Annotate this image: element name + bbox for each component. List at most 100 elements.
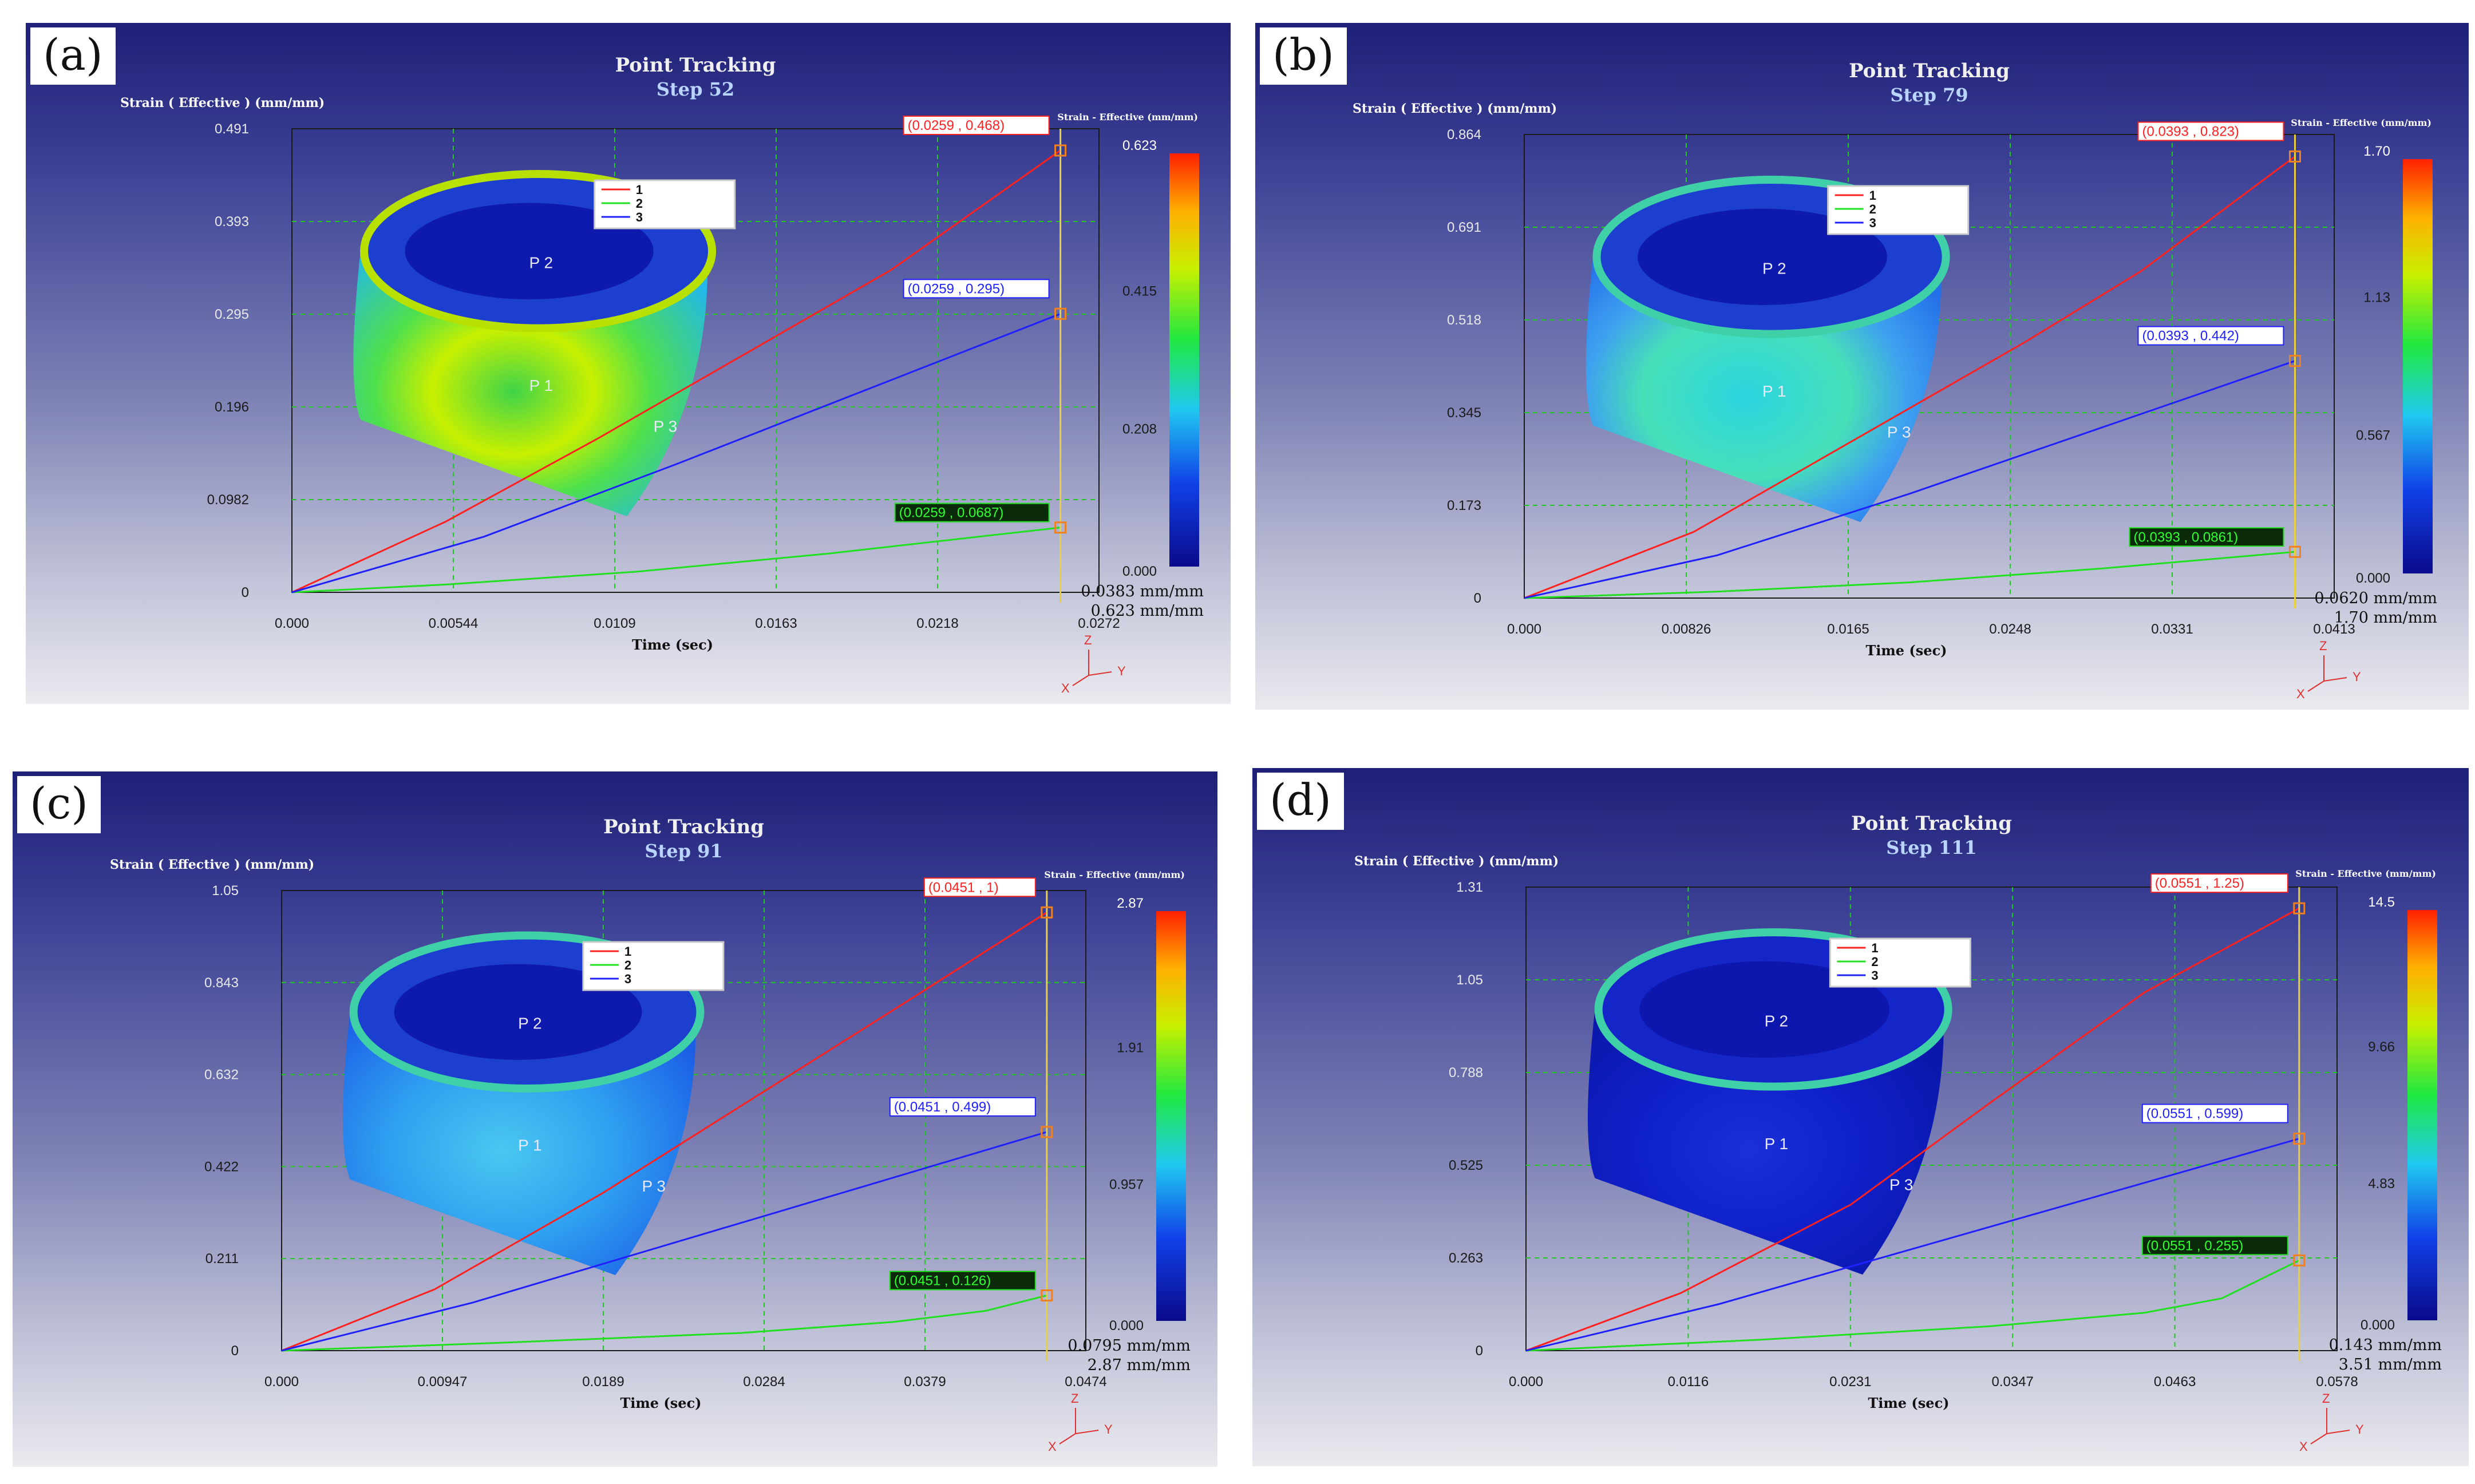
legend-label: 2 <box>1871 955 1878 969</box>
end-marker <box>2293 902 2306 915</box>
colorbar-tick-label: 9.66 <box>2368 1039 2395 1055</box>
colorbar-tick-label: 1.70 <box>2363 144 2390 159</box>
chart-panel-c: Point Tracking Step 91 Strain ( Effective … <box>13 771 1217 1467</box>
x-axis-label: Time (sec) <box>1865 642 1947 659</box>
value-label-box <box>889 1271 1036 1291</box>
triad-label: Z <box>2319 639 2327 653</box>
colorbar-title: Strain - Effective (mm/mm) <box>1057 112 1198 122</box>
x-tick-label: 0.0474 <box>1065 1374 1106 1390</box>
x-tick-label: 0.0189 <box>582 1374 624 1390</box>
triad-label: X <box>2299 1439 2308 1454</box>
value-label-box <box>2150 873 2288 893</box>
end-marker <box>2293 1254 2306 1267</box>
panel-label: (c) <box>17 776 101 833</box>
x-axis-label: Time (sec) <box>1868 1395 1949 1411</box>
colorbar-tick-label: 0.567 <box>2356 428 2390 444</box>
x-tick-label: 0.0331 <box>2151 622 2193 637</box>
y-tick-label: 0.525 <box>1449 1158 1483 1173</box>
end-marker <box>1054 144 1067 157</box>
series-line-3 <box>1525 1138 2300 1352</box>
value-label-box <box>903 115 1050 135</box>
legend-label: 2 <box>624 958 631 972</box>
value-label-box <box>2141 1236 2288 1256</box>
value-label: (0.0451 , 0.126) <box>894 1273 991 1289</box>
colorbar-min-label: 0.143 mm/mm <box>2329 1336 2442 1354</box>
triad-label: Z <box>1071 1391 1078 1406</box>
panel-label: (b) <box>1260 27 1347 85</box>
series-line-3 <box>281 1131 1047 1352</box>
legend-label: 1 <box>1869 188 1876 203</box>
series-line-1 <box>1524 156 2296 599</box>
y-tick-label: 0.864 <box>1447 127 1481 143</box>
y-tick-label: 0.263 <box>1449 1250 1483 1266</box>
value-label: (0.0393 , 0.0861) <box>2133 529 2238 545</box>
colorbar <box>1156 911 1186 1321</box>
triad-label: Y <box>1104 1422 1113 1436</box>
point-label: P 3 <box>1887 424 1911 441</box>
value-label: (0.0259 , 0.468) <box>908 118 1005 133</box>
end-marker <box>1054 307 1067 320</box>
value-label: (0.0551 , 1.25) <box>2155 876 2244 891</box>
y-tick-label: 0.393 <box>215 214 249 229</box>
x-tick-label: 0.0413 <box>2313 622 2355 637</box>
triad-y-axis <box>2326 1430 2350 1434</box>
colorbar-tick-label: 0.957 <box>1109 1177 1144 1192</box>
series-line-2 <box>281 1295 1047 1352</box>
panel-label: (a) <box>30 27 116 85</box>
colorbar-title: Strain - Effective (mm/mm) <box>2291 117 2431 128</box>
y-tick-label: 0.491 <box>215 121 249 137</box>
legend-label: 2 <box>1869 202 1876 216</box>
value-label-box <box>889 1097 1036 1117</box>
colorbar-tick-label: 0.415 <box>1122 284 1157 299</box>
y-tick-label: 0.843 <box>204 975 239 991</box>
legend-label: 1 <box>624 944 631 959</box>
y-tick-label: 0.196 <box>215 399 249 415</box>
axis-triad: Z X Y <box>1061 633 1126 695</box>
value-label: (0.0393 , 0.823) <box>2142 124 2239 139</box>
y-tick-label: 0 <box>1474 591 1481 606</box>
legend-label: 3 <box>636 210 643 224</box>
plot-frame <box>1525 887 2338 1351</box>
axis-triad: Z X Y <box>1048 1391 1113 1454</box>
legend-box <box>1829 937 1971 988</box>
x-tick-label: 0.00826 <box>1662 622 1711 637</box>
panel-label: (d) <box>1257 773 1344 830</box>
x-tick-label: 0.0272 <box>1078 616 1120 631</box>
colorbar-title: Strain - Effective (mm/mm) <box>1044 869 1185 880</box>
colorbar <box>2403 159 2433 573</box>
y-tick-label: 0 <box>242 585 249 600</box>
x-tick-label: 0.00947 <box>418 1374 468 1390</box>
colorbar-tick-label: 0.000 <box>1109 1318 1144 1333</box>
plot-frame <box>1524 134 2335 599</box>
end-marker <box>2288 545 2301 558</box>
legend-box <box>582 941 725 991</box>
x-tick-label: 0.000 <box>275 616 309 631</box>
y-tick-label: 0.0982 <box>207 492 249 508</box>
point-label: P 2 <box>1762 259 1786 277</box>
x-tick-label: 0.0463 <box>2154 1374 2196 1390</box>
x-tick-label: 0.0116 <box>1668 1374 1709 1390</box>
series-line-3 <box>291 312 1061 593</box>
chart-subtitle: Step 52 <box>657 78 734 100</box>
end-marker <box>2288 355 2301 367</box>
end-marker <box>1054 521 1067 534</box>
colorbar-tick-label: 0.000 <box>2361 1317 2395 1333</box>
point-label: P 2 <box>529 254 553 271</box>
x-axis-label: Time (sec) <box>632 636 713 653</box>
triad-label: X <box>1048 1439 1057 1454</box>
value-label-box <box>2137 326 2284 346</box>
y-axis-label: Strain ( Effective ) (mm/mm) <box>110 857 314 872</box>
axis-triad: Z X Y <box>2296 639 2361 701</box>
value-label: (0.0451 , 0.499) <box>894 1099 991 1115</box>
x-tick-label: 0.0284 <box>743 1374 785 1390</box>
triad-y-axis <box>1088 671 1112 676</box>
value-label: (0.0551 , 0.599) <box>2146 1106 2243 1122</box>
legend-box <box>1827 185 1970 235</box>
colorbar-max-label: 0.623 mm/mm <box>1091 602 1204 620</box>
triad-x-axis <box>2307 680 2324 692</box>
y-tick-label: 0.295 <box>215 307 249 322</box>
chart-title: Point Tracking <box>603 816 764 838</box>
value-label: (0.0259 , 0.0687) <box>899 505 1004 521</box>
